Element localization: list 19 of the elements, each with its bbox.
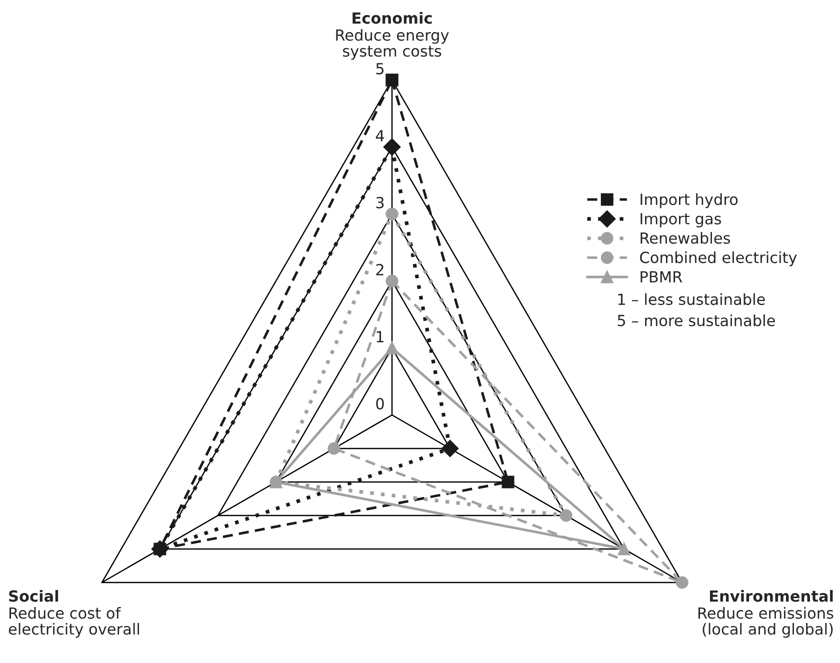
text: 5 – more sustainable bbox=[618, 314, 775, 326]
legend-label: Renewables bbox=[640, 232, 730, 244]
legend-label: Combined electricity bbox=[640, 251, 797, 266]
y-tick-label: 5 bbox=[376, 63, 384, 74]
text: Reduce energy system costs bbox=[336, 29, 449, 60]
y-tick-label: 0 bbox=[376, 398, 384, 410]
y-tick-label: 2 bbox=[376, 264, 384, 276]
spoke-label: Economic bbox=[352, 12, 432, 24]
legend-label: Import hydro bbox=[640, 193, 738, 208]
text: Reduce cost of electricity overall bbox=[8, 607, 139, 638]
y-tick-label: 1 bbox=[376, 331, 384, 342]
spoke-label: Social bbox=[9, 590, 58, 602]
y-tick-label: 4 bbox=[376, 130, 384, 142]
legend-label: Import gas bbox=[640, 213, 722, 228]
y-tick-label: 3 bbox=[376, 196, 384, 208]
text: Reduce emissions (local and global) bbox=[698, 607, 834, 638]
legend-label: PBMR bbox=[640, 271, 682, 282]
text: 1 – less sustainable bbox=[618, 293, 765, 306]
spoke-label: Environmental bbox=[710, 590, 833, 602]
